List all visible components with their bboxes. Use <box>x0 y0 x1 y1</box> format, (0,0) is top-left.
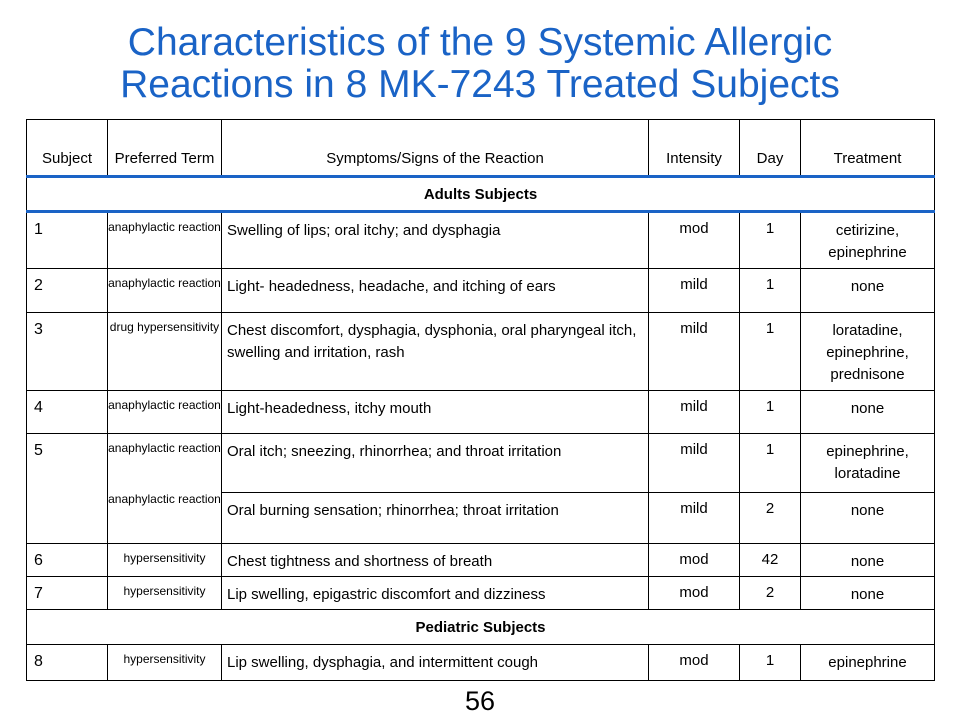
cell-term: anaphylactic reaction <box>107 268 222 313</box>
cell-day: 42 <box>739 543 801 577</box>
cell-term: hypersensitivity <box>107 644 222 681</box>
cell-day: 1 <box>739 644 801 681</box>
cell-treatment: none <box>800 543 935 577</box>
cell-intensity: mild <box>648 268 740 313</box>
cell-subject: 8 <box>26 644 108 681</box>
header-day: Day <box>739 119 801 178</box>
cell-term-merged: anaphylactic reaction anaphylactic react… <box>107 433 222 544</box>
table-row: 5 anaphylactic reaction anaphylactic rea… <box>26 433 935 544</box>
table-row: 2 anaphylactic reaction Light- headednes… <box>26 268 935 313</box>
table-row: 1 anaphylactic reaction Swelling of lips… <box>26 211 935 269</box>
cell-day: 2 <box>739 576 801 610</box>
cell-subject: 3 <box>26 312 108 391</box>
table-row: 8 hypersensitivity Lip swelling, dysphag… <box>26 644 935 681</box>
cell-treatment: none <box>800 268 935 313</box>
cell-symptoms: Light-headedness, itchy mouth <box>221 390 649 434</box>
slide-title: Characteristics of the 9 Systemic Allerg… <box>0 22 960 106</box>
cell-intensity: mod <box>648 543 740 577</box>
cell-day: 1 <box>739 433 801 493</box>
table-row: 6 hypersensitivity Chest tightness and s… <box>26 543 935 577</box>
cell-treatment: none <box>800 390 935 434</box>
cell-term: anaphylactic reaction <box>107 390 222 434</box>
cell-subject: 2 <box>26 268 108 313</box>
reactions-table: Subject Preferred Term Symptoms/Signs of… <box>26 119 935 681</box>
cell-term: drug hypersensitivity <box>107 312 222 391</box>
cell-symptoms: Oral burning sensation; rhinorrhea; thro… <box>221 492 649 544</box>
cell-symptoms: Chest tightness and shortness of breath <box>221 543 649 577</box>
cell-symptoms: Lip swelling, epigastric discomfort and … <box>221 576 649 610</box>
cell-treatment: none <box>800 576 935 610</box>
cell-intensity: mild <box>648 492 740 544</box>
cell-term: anaphylactic reaction <box>108 492 221 506</box>
section-row-pediatric: Pediatric Subjects <box>26 609 935 645</box>
cell-term: hypersensitivity <box>107 543 222 577</box>
section-label-pediatric: Pediatric Subjects <box>26 609 935 645</box>
table-header-row: Subject Preferred Term Symptoms/Signs of… <box>26 119 935 178</box>
cell-term: anaphylactic reaction <box>108 441 221 455</box>
header-preferred-term: Preferred Term <box>107 119 222 178</box>
table-row: 3 drug hypersensitivity Chest discomfort… <box>26 312 935 391</box>
cell-treatment: none <box>800 492 935 544</box>
slide-title-line-2: Reactions in 8 MK-7243 Treated Subjects <box>120 63 840 106</box>
table-row: 4 anaphylactic reaction Light-headedness… <box>26 390 935 434</box>
cell-day: 1 <box>739 390 801 434</box>
header-subject: Subject <box>26 119 108 178</box>
table-row: 7 hypersensitivity Lip swelling, epigast… <box>26 576 935 610</box>
cell-subject: 5 <box>26 433 108 544</box>
cell-term: hypersensitivity <box>107 576 222 610</box>
cell-symptoms: Swelling of lips; oral itchy; and dyspha… <box>221 211 649 269</box>
page-number: 56 <box>464 686 496 716</box>
section-row-adults: Adults Subjects <box>26 176 935 213</box>
cell-treatment: epinephrine, loratadine <box>800 433 935 493</box>
cell-intensity: mod <box>648 576 740 610</box>
cell-subject: 6 <box>26 543 108 577</box>
cell-symptoms: Light- headedness, headache, and itching… <box>221 268 649 313</box>
cell-treatment: loratadine, epinephrine, prednisone <box>800 312 935 391</box>
section-label-adults: Adults Subjects <box>26 176 935 213</box>
cell-day: 1 <box>739 211 801 269</box>
header-intensity: Intensity <box>648 119 740 178</box>
cell-treatment: cetirizine, epinephrine <box>800 211 935 269</box>
cell-day: 1 <box>739 312 801 391</box>
cell-day: 2 <box>739 492 801 544</box>
header-symptoms: Symptoms/Signs of the Reaction <box>221 119 649 178</box>
header-treatment: Treatment <box>800 119 935 178</box>
cell-subject: 1 <box>26 211 108 269</box>
cell-intensity: mod <box>648 211 740 269</box>
cell-intensity: mild <box>648 390 740 434</box>
cell-intensity: mod <box>648 644 740 681</box>
cell-symptoms: Lip swelling, dysphagia, and intermitten… <box>221 644 649 681</box>
cell-day: 1 <box>739 268 801 313</box>
cell-symptoms: Chest discomfort, dysphagia, dysphonia, … <box>221 312 649 391</box>
table-row: Oral burning sensation; rhinorrhea; thro… <box>27 492 935 544</box>
cell-subject: 4 <box>26 390 108 434</box>
cell-symptoms: Oral itch; sneezing, rhinorrhea; and thr… <box>221 433 649 493</box>
cell-term: anaphylactic reaction <box>107 211 222 269</box>
cell-subject: 7 <box>26 576 108 610</box>
cell-treatment: epinephrine <box>800 644 935 681</box>
cell-intensity: mild <box>648 433 740 493</box>
slide-title-line-1: Characteristics of the 9 Systemic Allerg… <box>127 21 833 64</box>
cell-intensity: mild <box>648 312 740 391</box>
